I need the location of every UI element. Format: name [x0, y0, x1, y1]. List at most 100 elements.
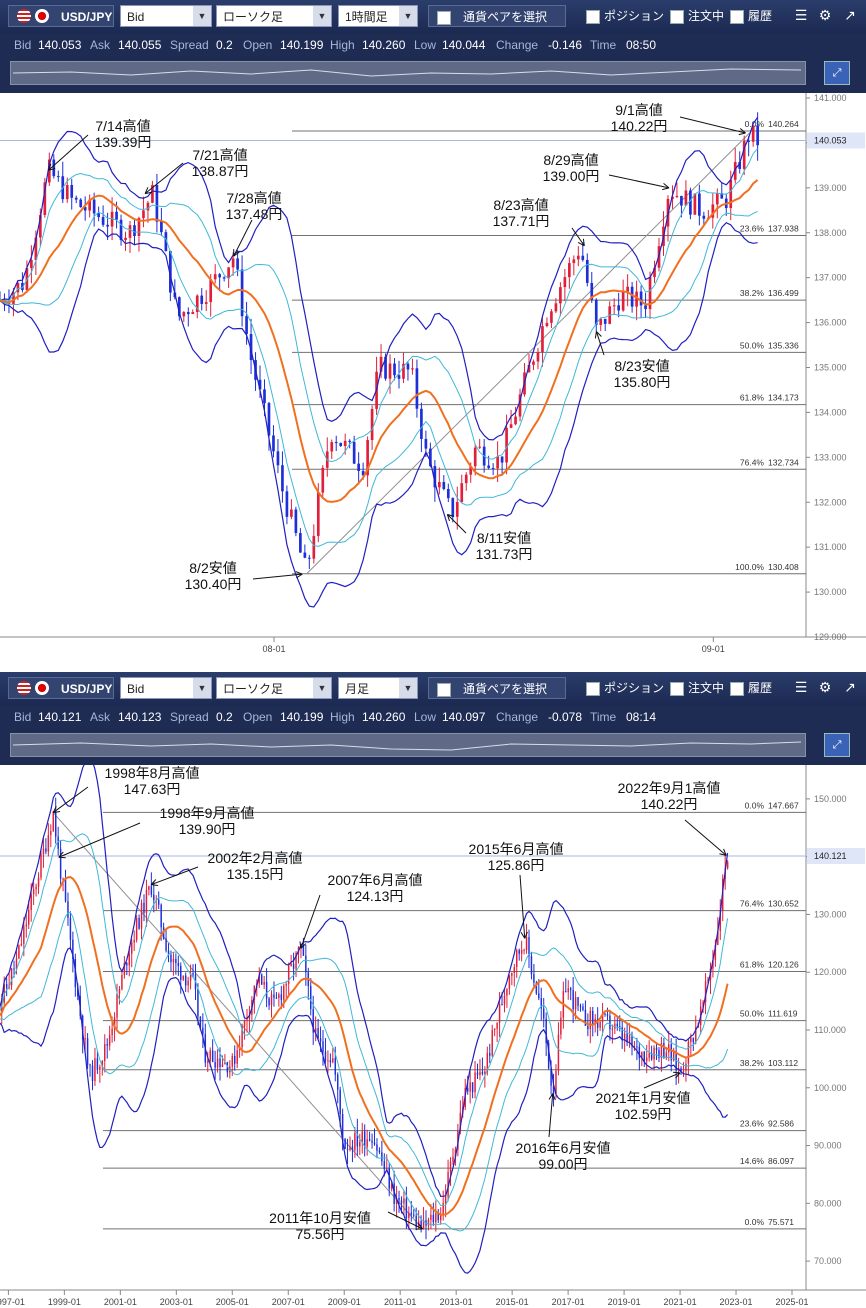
candle-body: [39, 215, 42, 238]
candle-body: [719, 910, 722, 931]
chart-kind-dropdown[interactable]: ローソク足 ▼: [216, 677, 332, 699]
history-checkbox[interactable]: [730, 682, 744, 696]
timeframe-dropdown[interactable]: 月足 ▼: [338, 677, 418, 699]
chart-kind-dropdown[interactable]: ローソク足 ▼: [216, 5, 332, 27]
candle-body: [574, 997, 577, 1010]
candle-body: [67, 901, 69, 918]
candle-body: [15, 958, 18, 970]
candle-body: [275, 997, 278, 999]
candle-body: [128, 225, 132, 238]
candle-body: [341, 1114, 344, 1139]
candle-body: [65, 185, 69, 200]
candle-body: [86, 1038, 89, 1065]
position-checkbox[interactable]: [586, 10, 600, 24]
orders-checkbox[interactable]: [670, 10, 684, 24]
annotation-arrowhead: [673, 1071, 681, 1079]
annotation-label: 8/23安値: [614, 358, 669, 374]
candle-body: [40, 854, 42, 878]
popout-icon[interactable]: ↗: [844, 679, 856, 695]
candle-body: [469, 1082, 471, 1092]
zoom-icon[interactable]: ⤢: [824, 61, 850, 85]
candle-body: [59, 848, 62, 879]
candle-body: [175, 958, 177, 964]
annotation-arrow: [548, 1093, 554, 1138]
gear-icon[interactable]: ⚙: [818, 7, 832, 23]
history-checkbox[interactable]: [730, 10, 744, 24]
candle-body: [702, 215, 706, 219]
candle-body: [523, 949, 525, 951]
x-tick-label: 1997-01: [0, 1297, 25, 1307]
bid-key: Bid: [14, 710, 32, 724]
y-tick-label: 150.000: [814, 794, 847, 804]
annotation-label: 9/1高値: [615, 102, 662, 118]
candle-body: [101, 1061, 104, 1067]
candle-body: [626, 1033, 628, 1042]
candle-body: [281, 465, 284, 492]
candle-body: [630, 286, 634, 307]
popout-icon[interactable]: ↗: [844, 7, 856, 23]
orders-checkbox[interactable]: [670, 682, 684, 696]
spread-value: 0.2: [216, 710, 233, 724]
candle-body: [25, 924, 28, 927]
annotation-arrow: [252, 573, 303, 580]
candle-body: [520, 949, 523, 954]
candle-body: [693, 193, 697, 215]
candle-body: [222, 277, 226, 279]
y-tick-label: 134.000: [814, 407, 847, 417]
candle-body: [420, 408, 423, 439]
candle-body: [370, 408, 374, 441]
candle-body: [518, 394, 522, 417]
candle-body: [108, 1035, 111, 1046]
candle-body: [209, 279, 213, 303]
candle-body: [224, 1062, 226, 1065]
fib-value-label: 137.938: [768, 224, 799, 234]
menu-icon[interactable]: ☰: [794, 7, 808, 23]
candle-body: [18, 945, 20, 959]
annotation-value: 124.13円: [347, 888, 404, 904]
pair-select-button[interactable]: 通貨ペアを選択: [428, 5, 566, 27]
annotation-arrow: [387, 1211, 423, 1230]
candle-body: [582, 1006, 584, 1010]
candle-body: [397, 375, 401, 379]
zoom-icon[interactable]: ⤢: [824, 733, 850, 757]
symbol-selector[interactable]: USD/JPY: [8, 5, 114, 27]
range-slider[interactable]: [10, 733, 806, 757]
annotation-value: 75.56円: [295, 1226, 344, 1242]
symbol-selector[interactable]: USD/JPY: [8, 677, 114, 699]
change-value: -0.078: [548, 710, 583, 724]
y-tick-label: 139.000: [814, 183, 847, 193]
candle-body: [133, 225, 136, 236]
candle-body: [346, 1148, 349, 1150]
us-flag-icon: [17, 9, 31, 23]
candle-body: [329, 1060, 332, 1063]
annotation-arrow: [608, 174, 670, 189]
candle-body: [74, 197, 78, 200]
candle-body: [92, 199, 96, 214]
timeframe-dropdown[interactable]: 1時間足 ▼: [338, 5, 418, 27]
candle-body: [248, 1014, 251, 1019]
open-key: Open: [243, 38, 273, 52]
candle-body: [533, 974, 535, 983]
hourly-chart: 141.000140.000139.000138.000137.000136.0…: [0, 93, 866, 654]
bollinger-upper-2sigma: [0, 765, 729, 1198]
position-checkbox[interactable]: [586, 682, 600, 696]
candle-body: [5, 983, 8, 988]
price-type-dropdown[interactable]: Bid ▼: [120, 677, 212, 699]
candle-body: [219, 1058, 221, 1068]
candle-body: [503, 995, 506, 1005]
candle-body: [476, 1072, 479, 1076]
candle-body: [501, 1004, 503, 1006]
gear-icon[interactable]: ⚙: [818, 679, 832, 695]
candle-body: [626, 286, 629, 292]
candle-body: [452, 1156, 454, 1162]
candle-body: [641, 1051, 643, 1059]
candle-body: [496, 1022, 498, 1029]
candle-body: [446, 489, 450, 499]
price-type-dropdown[interactable]: Bid ▼: [120, 5, 212, 27]
candle-body: [160, 904, 162, 928]
menu-icon[interactable]: ☰: [794, 679, 808, 695]
annotation-arrowhead: [299, 941, 307, 949]
range-slider[interactable]: [10, 61, 806, 85]
fib-pct-label: 50.0%: [740, 1009, 765, 1019]
pair-select-button[interactable]: 通貨ペアを選択: [428, 677, 566, 699]
